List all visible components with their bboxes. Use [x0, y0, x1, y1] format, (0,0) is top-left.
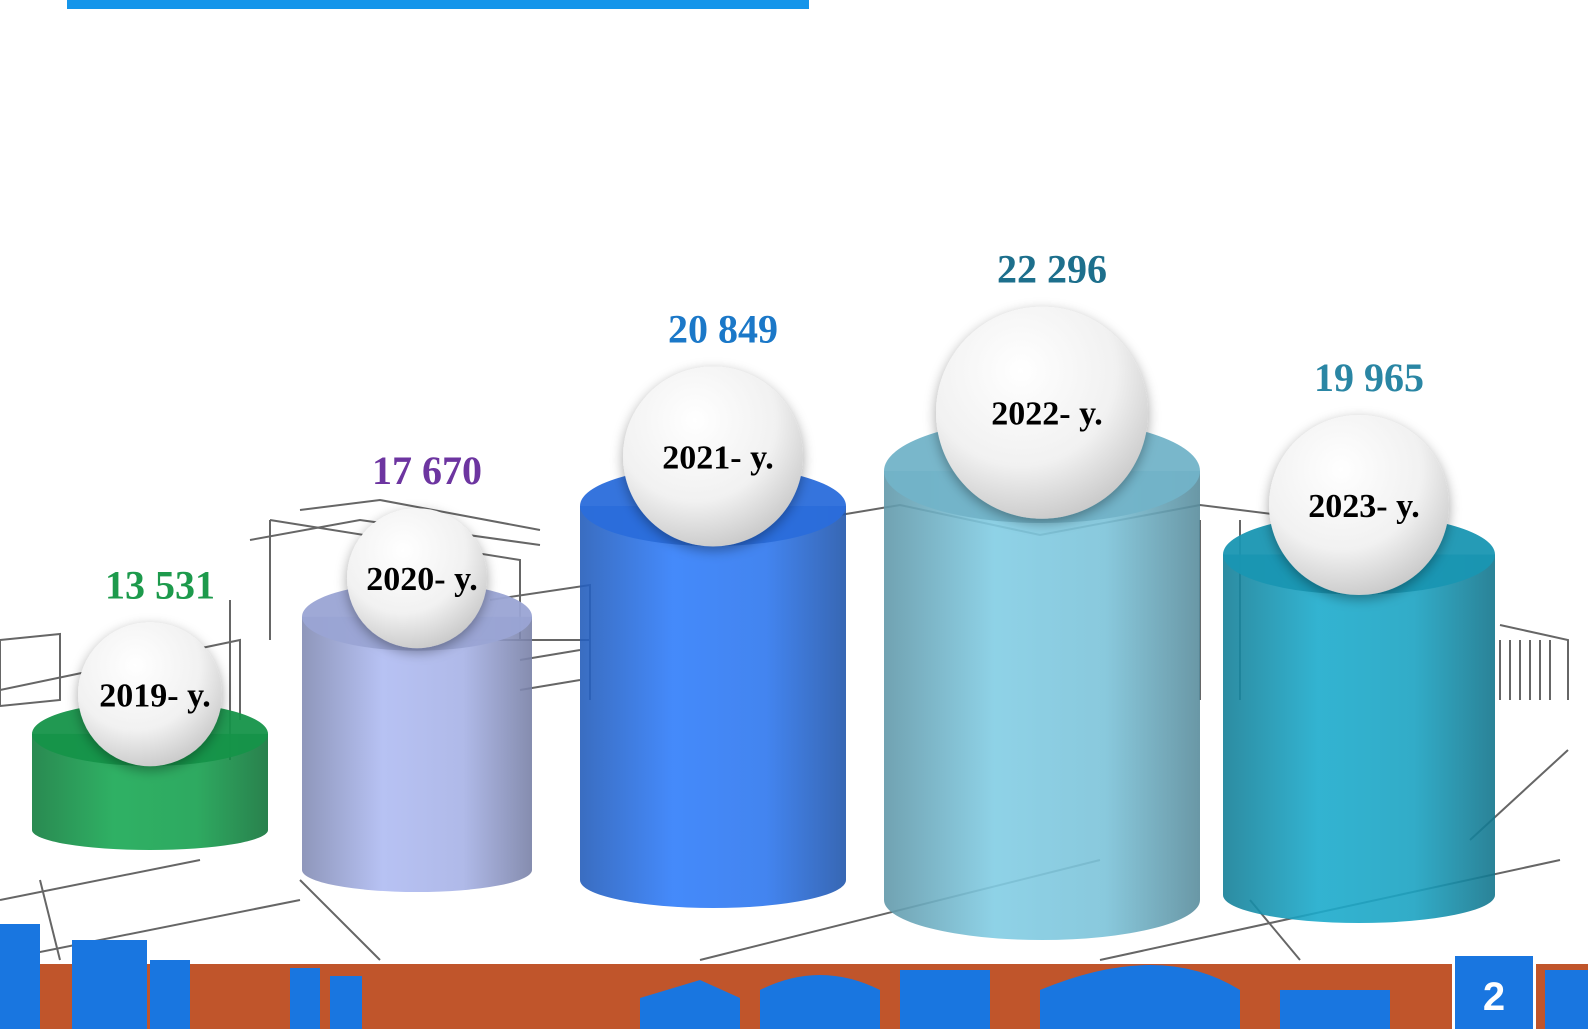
category-label: 2022- y.	[991, 396, 1102, 433]
cylinder-body	[580, 505, 846, 908]
data-label: 19 965	[1314, 355, 1424, 400]
page-number-badge: 2	[1452, 956, 1536, 1029]
category-label: 2019- y.	[99, 677, 210, 714]
category-label: 2021- y.	[662, 439, 773, 476]
year-sphere	[623, 366, 803, 547]
header-accent-bar	[67, 0, 809, 9]
cylinder-body	[302, 616, 532, 892]
cylinder-body	[884, 471, 1200, 940]
category-label: 2023- y.	[1308, 488, 1419, 525]
year-sphere	[1269, 415, 1449, 596]
cylinder-body	[1223, 554, 1495, 923]
data-label: 22 296	[997, 247, 1107, 292]
data-label: 13 531	[105, 562, 215, 607]
year-sphere	[936, 306, 1148, 519]
bars-layer: 2019- y. 13 531 2020- y. 17 670 2021- y. 20 8…	[32, 247, 1495, 940]
city-skyline-footer	[0, 924, 1588, 1029]
year-sphere	[347, 508, 487, 649]
category-label: 2020- y.	[366, 561, 477, 598]
data-label: 17 670	[372, 448, 482, 493]
cylinder-body	[32, 733, 268, 850]
data-label: 20 849	[668, 306, 778, 351]
year-sphere	[78, 622, 222, 767]
